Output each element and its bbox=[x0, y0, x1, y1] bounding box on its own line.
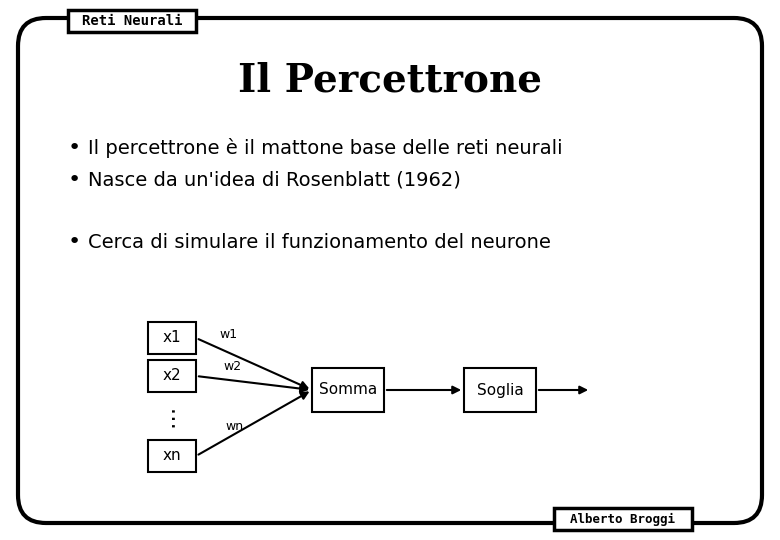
Text: xn: xn bbox=[163, 449, 181, 463]
Text: Nasce da un'idea di Rosenblatt (1962): Nasce da un'idea di Rosenblatt (1962) bbox=[88, 171, 461, 190]
Text: Somma: Somma bbox=[319, 382, 377, 397]
Bar bbox=[68, 10, 196, 32]
Text: Cerca di simulare il funzionamento del neurone: Cerca di simulare il funzionamento del n… bbox=[88, 233, 551, 252]
Text: wn: wn bbox=[225, 421, 243, 434]
Bar bbox=[148, 440, 196, 472]
Bar bbox=[554, 508, 692, 530]
Text: x2: x2 bbox=[163, 368, 181, 383]
Text: Soglia: Soglia bbox=[477, 382, 523, 397]
Bar bbox=[148, 322, 196, 354]
Text: w1: w1 bbox=[219, 328, 238, 341]
Bar bbox=[68, 10, 196, 32]
Text: •: • bbox=[68, 138, 81, 158]
Text: Il percettrone è il mattone base delle reti neurali: Il percettrone è il mattone base delle r… bbox=[88, 138, 562, 158]
Text: •: • bbox=[68, 232, 81, 252]
Bar bbox=[554, 508, 692, 530]
Text: •: • bbox=[68, 170, 81, 190]
Bar bbox=[312, 368, 384, 412]
Text: Il Percettrone: Il Percettrone bbox=[238, 61, 542, 99]
Text: ⋯: ⋯ bbox=[162, 405, 182, 427]
Bar bbox=[464, 368, 536, 412]
FancyBboxPatch shape bbox=[18, 18, 762, 523]
Bar bbox=[148, 360, 196, 392]
Text: w2: w2 bbox=[224, 360, 242, 373]
Text: Alberto Broggi: Alberto Broggi bbox=[570, 512, 675, 525]
Text: x1: x1 bbox=[163, 330, 181, 346]
Text: Reti Neurali: Reti Neurali bbox=[82, 14, 183, 28]
